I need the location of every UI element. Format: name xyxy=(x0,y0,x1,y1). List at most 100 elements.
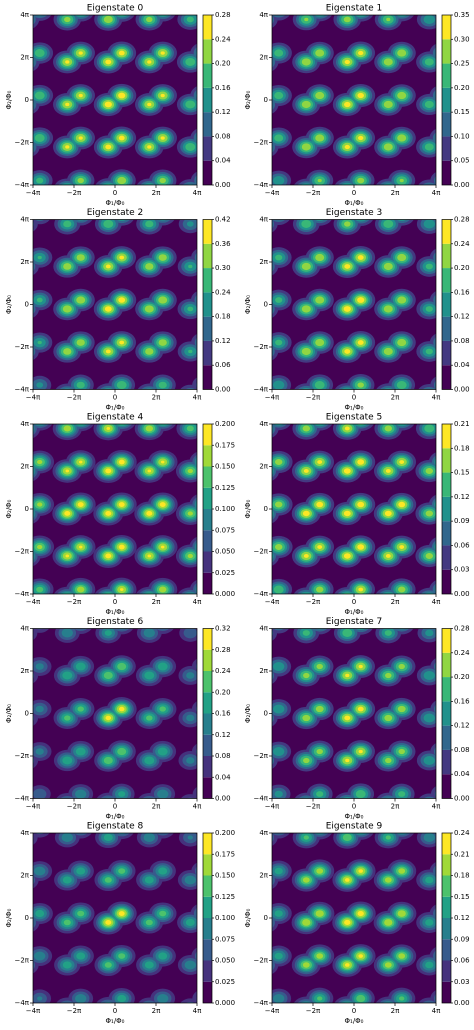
contour-band xyxy=(64,16,71,23)
contour-band xyxy=(78,51,83,55)
y-tick-label: 0 xyxy=(264,710,268,718)
contour-band xyxy=(103,833,113,842)
contour-band xyxy=(303,672,310,679)
contour-band xyxy=(160,460,165,464)
colorbar-tick-label: 0.25 xyxy=(454,60,470,68)
contour-band xyxy=(393,219,411,224)
contour-field xyxy=(33,628,197,799)
contour-band xyxy=(315,91,325,100)
contour-band xyxy=(344,391,351,396)
colorbar-tick-label: 0.24 xyxy=(454,829,470,837)
colorbar-tick-label: 0.000 xyxy=(215,999,235,1007)
contour-band xyxy=(155,628,170,632)
colorbar-band xyxy=(442,521,451,546)
colorbar-tick-label: 0.050 xyxy=(215,957,235,965)
x-tick-label: 0 xyxy=(113,394,117,402)
contour-band xyxy=(194,951,197,961)
contour-band xyxy=(313,833,326,835)
colorbar-band xyxy=(442,365,451,390)
chart-title: Eigenstate 0 xyxy=(87,4,144,14)
colorbar-tick-label: 0.08 xyxy=(454,746,470,754)
contour-band xyxy=(302,714,311,722)
contour-band xyxy=(344,349,351,354)
contour-band xyxy=(313,424,326,427)
y-axis-label: Φ₂/Φ₀ xyxy=(5,295,13,314)
contour-band xyxy=(104,186,113,193)
colorbar-band xyxy=(442,749,451,775)
colorbar-band xyxy=(203,896,212,918)
y-tick-label: 4π xyxy=(259,11,268,19)
contour-band xyxy=(344,221,351,227)
colorbar-tick-label: 0.200 xyxy=(215,420,235,428)
contour-band xyxy=(398,791,406,797)
contour-band xyxy=(398,501,406,508)
y-tick-label: 0 xyxy=(25,505,29,513)
colorbar-tick-label: 0.12 xyxy=(215,731,231,739)
contour-band xyxy=(343,306,351,312)
contour-band xyxy=(273,380,285,390)
y-tick-label: 2π xyxy=(259,667,268,675)
contour-band xyxy=(395,424,408,427)
colorbar-frame xyxy=(441,219,452,390)
contour-band xyxy=(105,511,112,516)
colorbar-band xyxy=(442,340,451,366)
colorbar-band xyxy=(442,15,451,40)
colorbar-band xyxy=(442,896,451,918)
contour-band xyxy=(341,182,354,185)
x-tick-label: 4π xyxy=(432,189,441,197)
contour-band xyxy=(315,253,325,262)
contour-band xyxy=(318,9,322,12)
contour-band xyxy=(75,747,86,756)
contour-band xyxy=(318,833,321,834)
contour-band xyxy=(114,628,130,632)
colorbar-tick-label: 0.00 xyxy=(215,386,231,394)
y-tick-label: −4π xyxy=(253,181,268,189)
colorbar-tick-label: 0.000 xyxy=(215,590,235,598)
contour-band xyxy=(358,135,364,141)
y-tick-label: 2π xyxy=(20,872,29,880)
contour-band xyxy=(102,592,115,594)
contour-band xyxy=(303,757,310,764)
contour-band xyxy=(315,586,324,593)
x-tick-label: −4π xyxy=(26,1007,41,1015)
contour-band xyxy=(274,134,284,142)
x-axis-label: Φ₁/Φ₀ xyxy=(106,199,125,207)
chart-title: Eigenstate 6 xyxy=(87,617,144,627)
contour-band xyxy=(33,508,36,519)
contour-band xyxy=(118,297,126,303)
contour-band xyxy=(433,865,436,877)
colorbar-band xyxy=(442,545,451,570)
contour-band xyxy=(34,219,45,222)
contour-band xyxy=(160,136,165,140)
colorbar-tick-label: 0.12 xyxy=(215,108,231,116)
colorbar-band xyxy=(203,649,212,671)
contour-band xyxy=(192,787,197,799)
y-tick-label: −4π xyxy=(253,386,268,394)
contour-band xyxy=(36,297,43,303)
colorbar-tick-label: 0.05 xyxy=(454,157,470,165)
contour-band xyxy=(187,553,193,559)
contour-band xyxy=(383,143,393,151)
x-tick-label: 2π xyxy=(391,803,400,811)
contour-band xyxy=(437,211,448,220)
contour-band xyxy=(424,424,435,433)
x-tick-label: −2π xyxy=(306,189,321,197)
contour-band xyxy=(61,833,73,842)
colorbar-band xyxy=(442,87,451,113)
contour-band xyxy=(343,1004,352,1011)
contour-band xyxy=(344,59,350,65)
contour-band xyxy=(157,994,169,1003)
contour-band xyxy=(274,501,283,508)
x-tick-label: −2π xyxy=(67,189,82,197)
x-tick-label: 2π xyxy=(152,598,161,606)
contour-band xyxy=(358,869,363,873)
contour-band xyxy=(300,1001,313,1003)
contour-band xyxy=(158,339,167,346)
contour-band xyxy=(119,255,125,260)
contour-band xyxy=(425,961,434,969)
contour-band xyxy=(145,220,154,228)
y-axis-label: Φ₂/Φ₀ xyxy=(244,908,252,927)
contour-band xyxy=(357,910,364,917)
colorbar-tick-label: 0.10 xyxy=(454,132,470,140)
contour-band xyxy=(272,15,286,18)
